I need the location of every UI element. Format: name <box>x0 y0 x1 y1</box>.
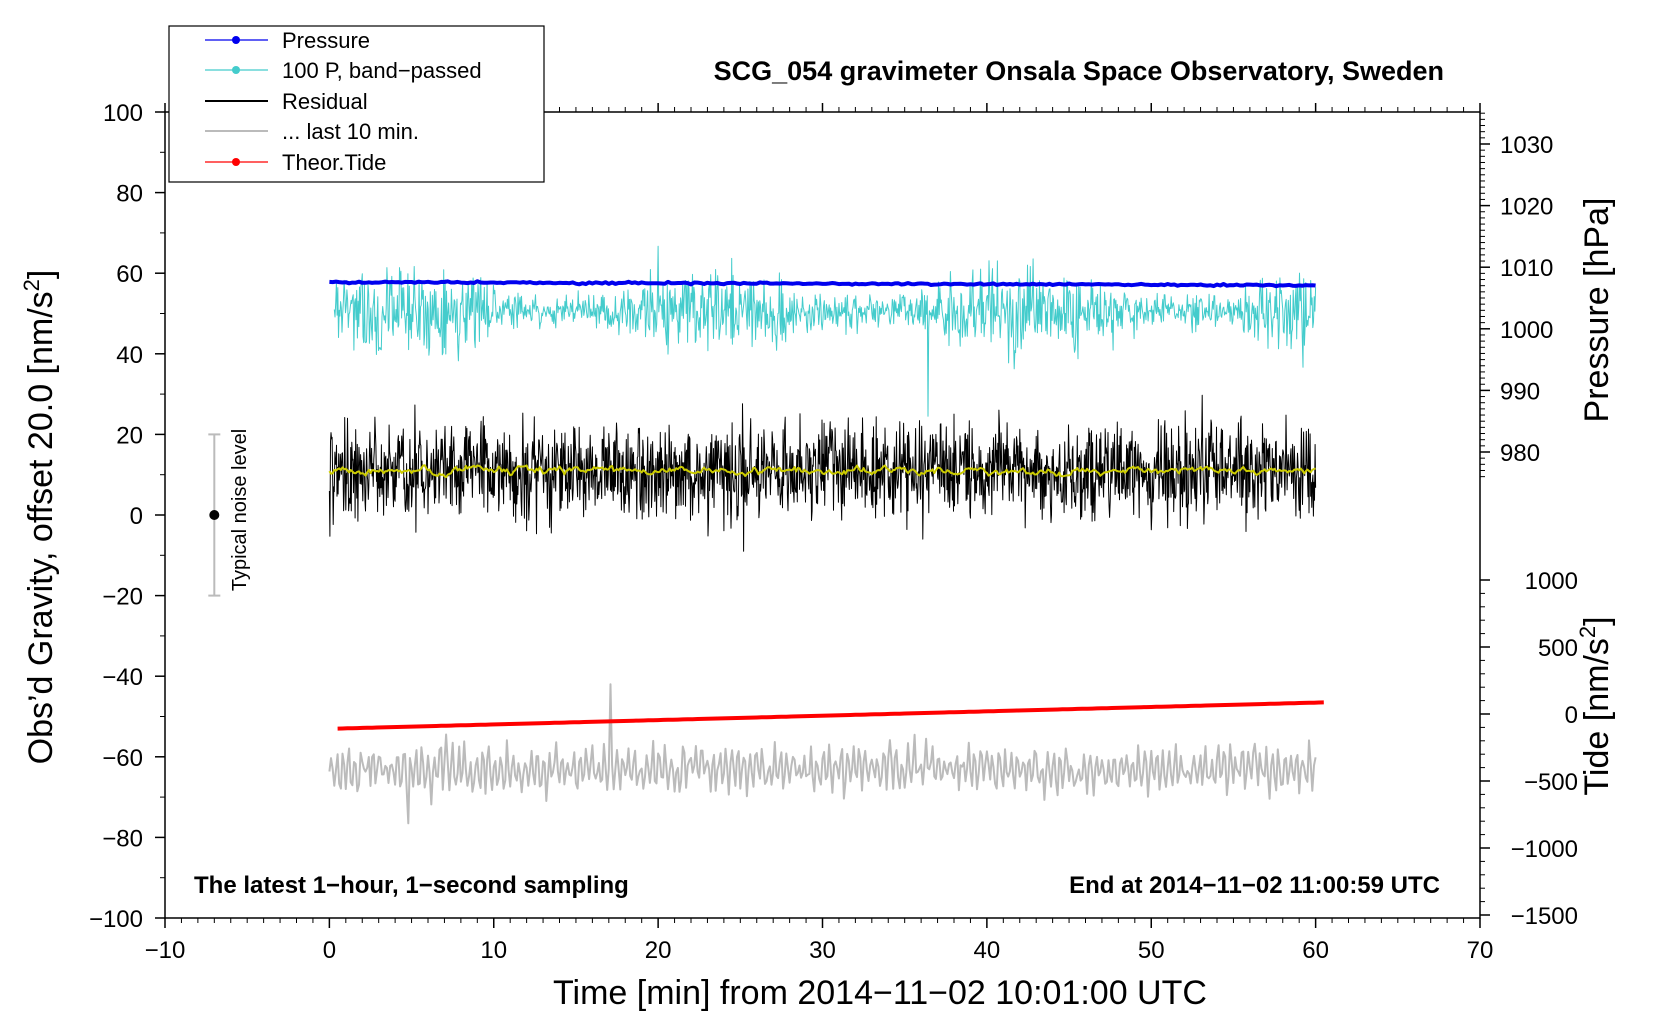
y-axis-title-left-sup: 2 <box>19 279 44 291</box>
legend-box <box>168 25 545 183</box>
pressure-tick-label: 1000 <box>1500 317 1553 344</box>
pressure-tick-label: 990 <box>1500 378 1540 405</box>
y-tick-label: 40 <box>116 342 143 369</box>
legend-label-bandpassed: 100 P, band−passed <box>282 58 482 83</box>
pressure-tick-label: 1010 <box>1500 255 1553 282</box>
pressure-axis-title: Pressure [hPa] <box>1578 198 1616 423</box>
x-tick-label: 30 <box>809 937 836 964</box>
tide-axis-title: Tide [nm/s2] <box>1575 616 1616 795</box>
pressure-tick-label: 980 <box>1500 440 1540 467</box>
tide-tick-label: 1000 <box>1525 568 1578 595</box>
pressure-tick-label: 1030 <box>1500 132 1553 159</box>
legend-label-pressure: Pressure <box>282 28 370 53</box>
x-tick-label: 50 <box>1138 937 1165 964</box>
y-axis-title-left-text: Obs’d Gravity, offset 20.0 [nm/s <box>22 291 60 764</box>
chart-title: SCG_054 gravimeter Onsala Space Observat… <box>714 56 1444 86</box>
data-layer <box>328 245 1324 825</box>
tide-tick-label: 500 <box>1538 635 1578 662</box>
legend-marker-pressure <box>232 36 240 44</box>
y-tick-label: −80 <box>102 825 143 852</box>
y-tick-label: 60 <box>116 261 143 288</box>
legend-entry-tide: Theor.Tide <box>205 150 386 175</box>
legend-marker-tide <box>232 158 240 166</box>
series-pressure-line <box>329 279 1316 289</box>
axes-layer: −10 0 10 20 30 40 50 60 70−100−80−60−40−20020406… <box>89 100 1578 964</box>
legend-label-last10: ... last 10 min. <box>282 119 419 144</box>
x-tick-label: −10 <box>145 937 186 964</box>
noise-bar-center <box>209 510 220 520</box>
plot-frame <box>164 111 1481 919</box>
series-residual-line <box>328 394 1317 552</box>
legend-label-tide: Theor.Tide <box>282 150 386 175</box>
end-time-note: End at 2014−11−02 11:00:59 UTC <box>1069 872 1440 899</box>
tide-tick-label: 0 <box>1565 702 1578 729</box>
tide-tick-label: −500 <box>1524 769 1578 796</box>
legend: Pressure 100 P, band−passed Residual ...… <box>168 25 545 183</box>
x-tick-label: 0 <box>323 937 336 964</box>
tide-axis-title-end: ] <box>1578 616 1616 625</box>
y-tick-label: 100 <box>103 100 143 127</box>
y-axis-title-left-end: ] <box>22 270 60 279</box>
series-last10-line <box>328 683 1317 825</box>
x-tick-label: 60 <box>1302 937 1329 964</box>
x-tick-label: 10 <box>480 937 507 964</box>
series-bandpassed-line <box>333 245 1317 417</box>
legend-entry-residual: Residual <box>205 89 368 114</box>
noise-indicator: Typical noise level <box>208 429 251 597</box>
tide-tick-label: −1500 <box>1511 903 1578 930</box>
series-tide-line <box>337 700 1324 731</box>
legend-marker-bandpassed <box>232 66 240 74</box>
tide-tick-label: −1000 <box>1511 836 1578 863</box>
y-tick-label: 0 <box>130 503 143 530</box>
y-tick-label: −20 <box>102 584 143 611</box>
x-tick-label: 40 <box>974 937 1001 964</box>
y-tick-label: 80 <box>116 181 143 208</box>
legend-entry-bandpassed: 100 P, band−passed <box>205 58 482 83</box>
noise-label: Typical noise level <box>229 429 251 591</box>
y-axis-title-left: Obs’d Gravity, offset 20.0 [nm/s2] <box>19 270 60 765</box>
y-tick-label: −60 <box>102 745 143 772</box>
sampling-note: The latest 1−hour, 1−second sampling <box>194 872 629 899</box>
tide-axis-title-text: Tide [nm/s <box>1578 638 1616 795</box>
y-tick-label: 20 <box>116 422 143 449</box>
x-tick-label: 70 <box>1467 937 1494 964</box>
x-tick-label: 20 <box>645 937 672 964</box>
series-residual-smoothed-line <box>328 464 1316 479</box>
tide-axis-title-sup: 2 <box>1575 626 1600 638</box>
y-tick-label: −40 <box>102 664 143 691</box>
x-axis-title: Time [min] from 2014−11−02 10:01:00 UTC <box>553 974 1207 1012</box>
pressure-tick-label: 1020 <box>1500 194 1553 221</box>
legend-entry-pressure: Pressure <box>205 28 370 53</box>
legend-label-residual: Residual <box>282 89 368 114</box>
legend-entry-last10: ... last 10 min. <box>205 119 419 144</box>
y-tick-label: −100 <box>89 906 143 933</box>
